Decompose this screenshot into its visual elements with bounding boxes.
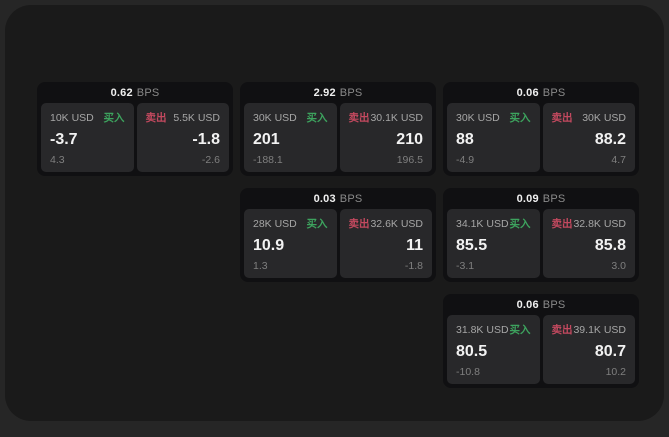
sell-quote-tile[interactable]: 卖出 32.8K USD 85.8 3.0 <box>542 209 635 278</box>
sell-amount: 39.1K USD <box>573 323 626 336</box>
bps-unit-label: BPS <box>542 192 566 205</box>
bps-value: 0.06 <box>516 298 539 311</box>
bps-unit-label: BPS <box>542 86 566 99</box>
sell-price: 210 <box>396 130 423 148</box>
sell-quote-tile[interactable]: 卖出 39.1K USD 80.7 10.2 <box>542 315 635 384</box>
bps-unit-label: BPS <box>136 86 160 99</box>
bps-header: 0.06 BPS <box>443 294 639 315</box>
bps-header: 0.06 BPS <box>443 82 639 103</box>
bps-header: 0.09 BPS <box>443 188 639 209</box>
buy-price: 80.5 <box>456 342 488 360</box>
bps-value: 0.62 <box>110 86 133 99</box>
bps-unit-label: BPS <box>339 86 363 99</box>
sell-label: 卖出 <box>348 112 370 124</box>
bps-unit-label: BPS <box>339 192 363 205</box>
buy-amount: 30K USD <box>456 111 500 124</box>
sell-delta: -1.8 <box>404 260 423 272</box>
sell-price: 85.8 <box>594 236 626 254</box>
buy-quote-tile[interactable]: 30K USD 买入 201 -188.1 <box>244 103 337 172</box>
sell-quote-tile[interactable]: 卖出 32.6K USD 11 -1.8 <box>339 209 432 278</box>
quote-card: 2.92 BPS 30K USD 买入 201 -188.1 卖出 30.1K … <box>240 82 436 176</box>
sell-delta: -2.6 <box>201 154 220 166</box>
buy-amount: 30K USD <box>253 111 297 124</box>
sell-amount: 30.1K USD <box>370 111 423 124</box>
bps-value: 0.03 <box>313 192 336 205</box>
sell-delta: 4.7 <box>611 154 626 166</box>
buy-quote-tile[interactable]: 30K USD 买入 88 -4.9 <box>447 103 540 172</box>
buy-label: 买入 <box>509 324 531 336</box>
sell-price: 80.7 <box>594 342 626 360</box>
bps-unit-label: BPS <box>542 298 566 311</box>
sell-quote-tile[interactable]: 卖出 30.1K USD 210 196.5 <box>339 103 432 172</box>
sell-delta: 196.5 <box>396 154 423 166</box>
buy-amount: 31.8K USD <box>456 323 509 336</box>
buy-amount: 10K USD <box>50 111 94 124</box>
sell-amount: 32.6K USD <box>370 217 423 230</box>
sell-price: -1.8 <box>192 130 220 148</box>
buy-label: 买入 <box>306 112 328 124</box>
bps-value: 0.06 <box>516 86 539 99</box>
bps-value: 0.09 <box>516 192 539 205</box>
quote-card: 0.09 BPS 34.1K USD 买入 85.5 -3.1 卖出 32.8K… <box>443 188 639 282</box>
buy-price: -3.7 <box>50 130 78 148</box>
buy-delta: 1.3 <box>253 260 268 272</box>
bps-header: 0.03 BPS <box>240 188 436 209</box>
sell-label: 卖出 <box>145 112 167 124</box>
quote-card: 0.06 BPS 31.8K USD 买入 80.5 -10.8 卖出 39.1… <box>443 294 639 388</box>
sell-quote-tile[interactable]: 卖出 30K USD 88.2 4.7 <box>542 103 635 172</box>
sell-delta: 3.0 <box>611 260 626 272</box>
sell-amount: 30K USD <box>582 111 626 124</box>
bps-header: 2.92 BPS <box>240 82 436 103</box>
sell-price: 88.2 <box>594 130 626 148</box>
sell-amount: 5.5K USD <box>173 111 220 124</box>
sell-label: 卖出 <box>551 218 573 230</box>
buy-quote-tile[interactable]: 34.1K USD 买入 85.5 -3.1 <box>447 209 540 278</box>
sell-label: 卖出 <box>348 218 370 230</box>
sell-amount: 32.8K USD <box>573 217 626 230</box>
buy-quote-tile[interactable]: 31.8K USD 买入 80.5 -10.8 <box>447 315 540 384</box>
buy-price: 201 <box>253 130 280 148</box>
buy-delta: -10.8 <box>456 366 480 378</box>
bps-value: 2.92 <box>313 86 336 99</box>
buy-delta: -3.1 <box>456 260 475 272</box>
buy-label: 买入 <box>509 112 531 124</box>
bps-header: 0.62 BPS <box>37 82 233 103</box>
buy-delta: 4.3 <box>50 154 65 166</box>
sell-price: 11 <box>406 236 423 254</box>
buy-label: 买入 <box>306 218 328 230</box>
buy-delta: -4.9 <box>456 154 475 166</box>
buy-amount: 28K USD <box>253 217 297 230</box>
buy-price: 85.5 <box>456 236 488 254</box>
buy-quote-tile[interactable]: 28K USD 买入 10.9 1.3 <box>244 209 337 278</box>
buy-label: 买入 <box>509 218 531 230</box>
sell-label: 卖出 <box>551 112 573 124</box>
sell-delta: 10.2 <box>605 366 626 378</box>
quote-card: 0.62 BPS 10K USD 买入 -3.7 4.3 卖出 5.5K USD… <box>37 82 233 176</box>
main-panel: 0.62 BPS 10K USD 买入 -3.7 4.3 卖出 5.5K USD… <box>5 5 664 421</box>
sell-quote-tile[interactable]: 卖出 5.5K USD -1.8 -2.6 <box>136 103 229 172</box>
sell-label: 卖出 <box>551 324 573 336</box>
buy-price: 88 <box>456 130 474 148</box>
buy-quote-tile[interactable]: 10K USD 买入 -3.7 4.3 <box>41 103 134 172</box>
quote-card: 0.03 BPS 28K USD 买入 10.9 1.3 卖出 32.6K US… <box>240 188 436 282</box>
quote-card: 0.06 BPS 30K USD 买入 88 -4.9 卖出 30K USD 8… <box>443 82 639 176</box>
buy-amount: 34.1K USD <box>456 217 509 230</box>
buy-delta: -188.1 <box>253 154 283 166</box>
buy-price: 10.9 <box>253 236 285 254</box>
buy-label: 买入 <box>103 112 125 124</box>
